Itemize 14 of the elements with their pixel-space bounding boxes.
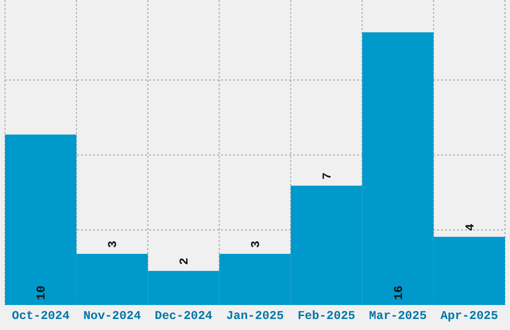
x-tick-label: Mar-2025 (369, 309, 427, 323)
data-label: 3 (106, 240, 120, 248)
x-tick-label: Feb-2025 (298, 309, 356, 323)
x-tick-label: Oct-2024 (12, 309, 70, 323)
x-tick-label: Jan-2025 (226, 309, 284, 323)
x-tick-label: Apr-2025 (440, 309, 498, 323)
data-label: 7 (320, 172, 334, 180)
data-label: 2 (178, 258, 192, 265)
data-label: 16 (392, 286, 406, 300)
x-tick-label: Nov-2024 (83, 309, 141, 323)
data-label: 10 (34, 286, 49, 300)
data-label: 4 (463, 224, 478, 231)
data-label: 3 (249, 240, 263, 248)
x-tick-label: Dec-2024 (154, 309, 212, 323)
